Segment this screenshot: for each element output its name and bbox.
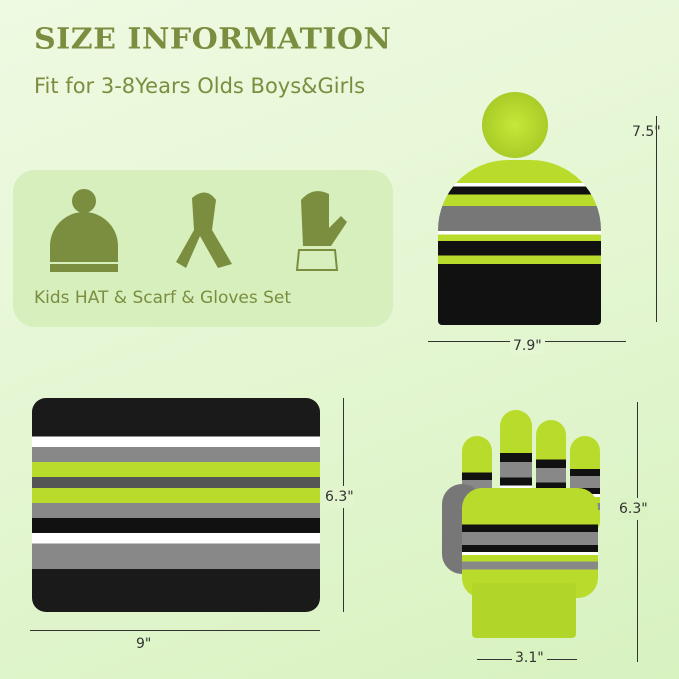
glove-image <box>442 410 600 638</box>
set-label: Kids HAT & Scarf & Gloves Set <box>34 288 292 308</box>
neck-height-label: 6.3" <box>325 486 354 508</box>
subtitle: Fit for 3-8Years Olds Boys&Girls <box>34 74 366 98</box>
hat-pompom <box>482 92 548 158</box>
hat-width-label: 7.9" <box>510 338 545 354</box>
page-title: SIZE INFORMATION <box>34 22 392 57</box>
hat-image <box>438 160 601 325</box>
hat-height-line <box>656 116 657 322</box>
scarf-icon <box>176 192 232 268</box>
neck-warmer-image <box>32 398 320 612</box>
hat-height-label: 7.5" <box>632 124 661 140</box>
neck-width-line <box>30 630 320 631</box>
glove-height-line <box>637 402 638 662</box>
hat-icon <box>50 189 118 272</box>
glove-icon <box>295 191 347 271</box>
neck-width-label: 9" <box>136 636 152 652</box>
glove-height-label: 6.3" <box>619 498 648 520</box>
glove-width-label: 3.1" <box>512 650 547 666</box>
